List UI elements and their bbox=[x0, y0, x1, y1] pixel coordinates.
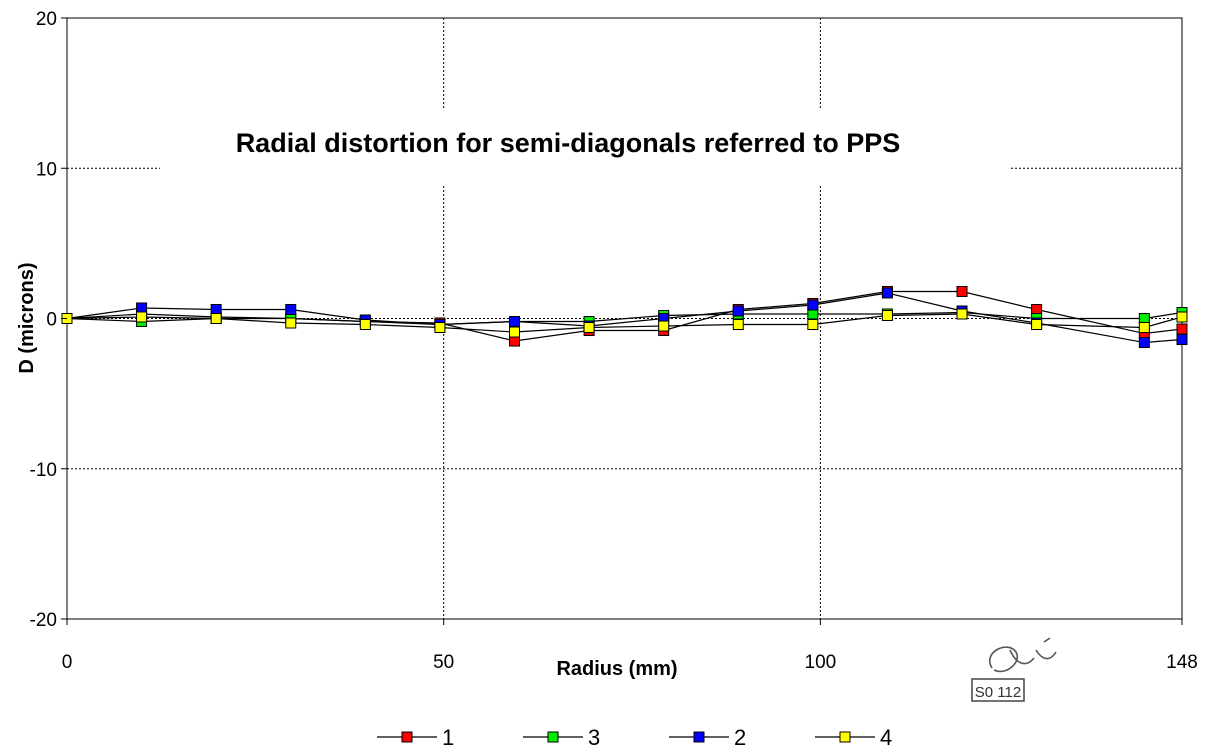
series-line-1 bbox=[66, 290, 1183, 342]
series-1-point-12 bbox=[956, 285, 968, 297]
series-4-point-6 bbox=[509, 326, 521, 338]
x-tick-label-3: 148 bbox=[1166, 652, 1198, 673]
x-tick-label-1: 50 bbox=[433, 652, 454, 673]
series-2-point-11 bbox=[881, 287, 893, 299]
chart-title-background bbox=[160, 110, 1010, 185]
y-axis-title: D (microns) bbox=[16, 262, 38, 373]
series-1-point-13 bbox=[1031, 303, 1043, 315]
series-2-point-2 bbox=[210, 303, 222, 315]
legend-marker-3 bbox=[547, 731, 559, 743]
series-2-point-14 bbox=[1138, 337, 1150, 349]
legend-marker-2 bbox=[693, 731, 705, 743]
series-4-point-5 bbox=[434, 322, 446, 334]
stamp-text: S0 112 bbox=[975, 684, 1021, 701]
chart-title-group: Radial distortion for semi-diagonals ref… bbox=[160, 110, 1010, 185]
series-line-4 bbox=[66, 313, 1183, 333]
y-tick-label-0: 20 bbox=[36, 9, 57, 30]
series-4-point-13 bbox=[1031, 319, 1043, 331]
legend: 1 3 2 4 bbox=[377, 725, 892, 750]
y-tick-label-1: 10 bbox=[36, 159, 57, 180]
x-axis-title: Radius (mm) bbox=[556, 658, 677, 680]
series-3-point-14 bbox=[1138, 313, 1150, 324]
inspection-stamp: S0 112 bbox=[971, 637, 1057, 702]
legend-label-1: 1 bbox=[442, 725, 454, 750]
series-2-point-9 bbox=[732, 305, 744, 317]
series-2-point-6 bbox=[509, 316, 521, 328]
series-4-point-2 bbox=[210, 313, 222, 324]
series-1-point-6 bbox=[509, 335, 521, 347]
x-tick-label-0: 0 bbox=[62, 652, 73, 673]
series-4-point-15 bbox=[1176, 311, 1188, 323]
legend-label-4: 4 bbox=[880, 725, 892, 750]
series-4-point-9 bbox=[732, 319, 744, 331]
series-4-point-1 bbox=[136, 311, 148, 323]
series-line-3 bbox=[66, 311, 1183, 326]
series-line-2 bbox=[66, 292, 1183, 344]
series-3-point-10 bbox=[807, 308, 819, 320]
series-4-point-10 bbox=[807, 319, 819, 331]
y-tick-label-2: 0 bbox=[46, 310, 57, 331]
series-2-point-3 bbox=[285, 303, 297, 315]
legend-label-3: 3 bbox=[588, 725, 600, 750]
series-4-point-4 bbox=[359, 319, 371, 331]
series-1-point-15 bbox=[1176, 323, 1188, 335]
series-2-point-15 bbox=[1176, 334, 1188, 346]
series-4-point-11 bbox=[881, 309, 893, 321]
stamp-box bbox=[971, 678, 1025, 702]
x-tick-label-2: 100 bbox=[805, 652, 837, 673]
legend-label-2: 2 bbox=[734, 725, 746, 750]
y-tick-label-4: -20 bbox=[30, 610, 57, 631]
series-4-point-3 bbox=[285, 317, 297, 329]
chart-title: Radial distortion for semi-diagonals ref… bbox=[236, 128, 901, 158]
signature-mark bbox=[989, 637, 1057, 673]
legend-marker-1 bbox=[401, 731, 413, 743]
series-4 bbox=[61, 308, 1188, 338]
series-4-point-8 bbox=[658, 320, 670, 332]
y-tick-label-3: -10 bbox=[30, 460, 57, 481]
series-4-point-12 bbox=[956, 308, 968, 320]
series-2-point-10 bbox=[807, 299, 819, 311]
series-2-point-1 bbox=[136, 302, 148, 314]
series-4-point-7 bbox=[583, 322, 595, 334]
series-4-point-14 bbox=[1138, 322, 1150, 334]
legend-marker-4 bbox=[839, 731, 851, 743]
